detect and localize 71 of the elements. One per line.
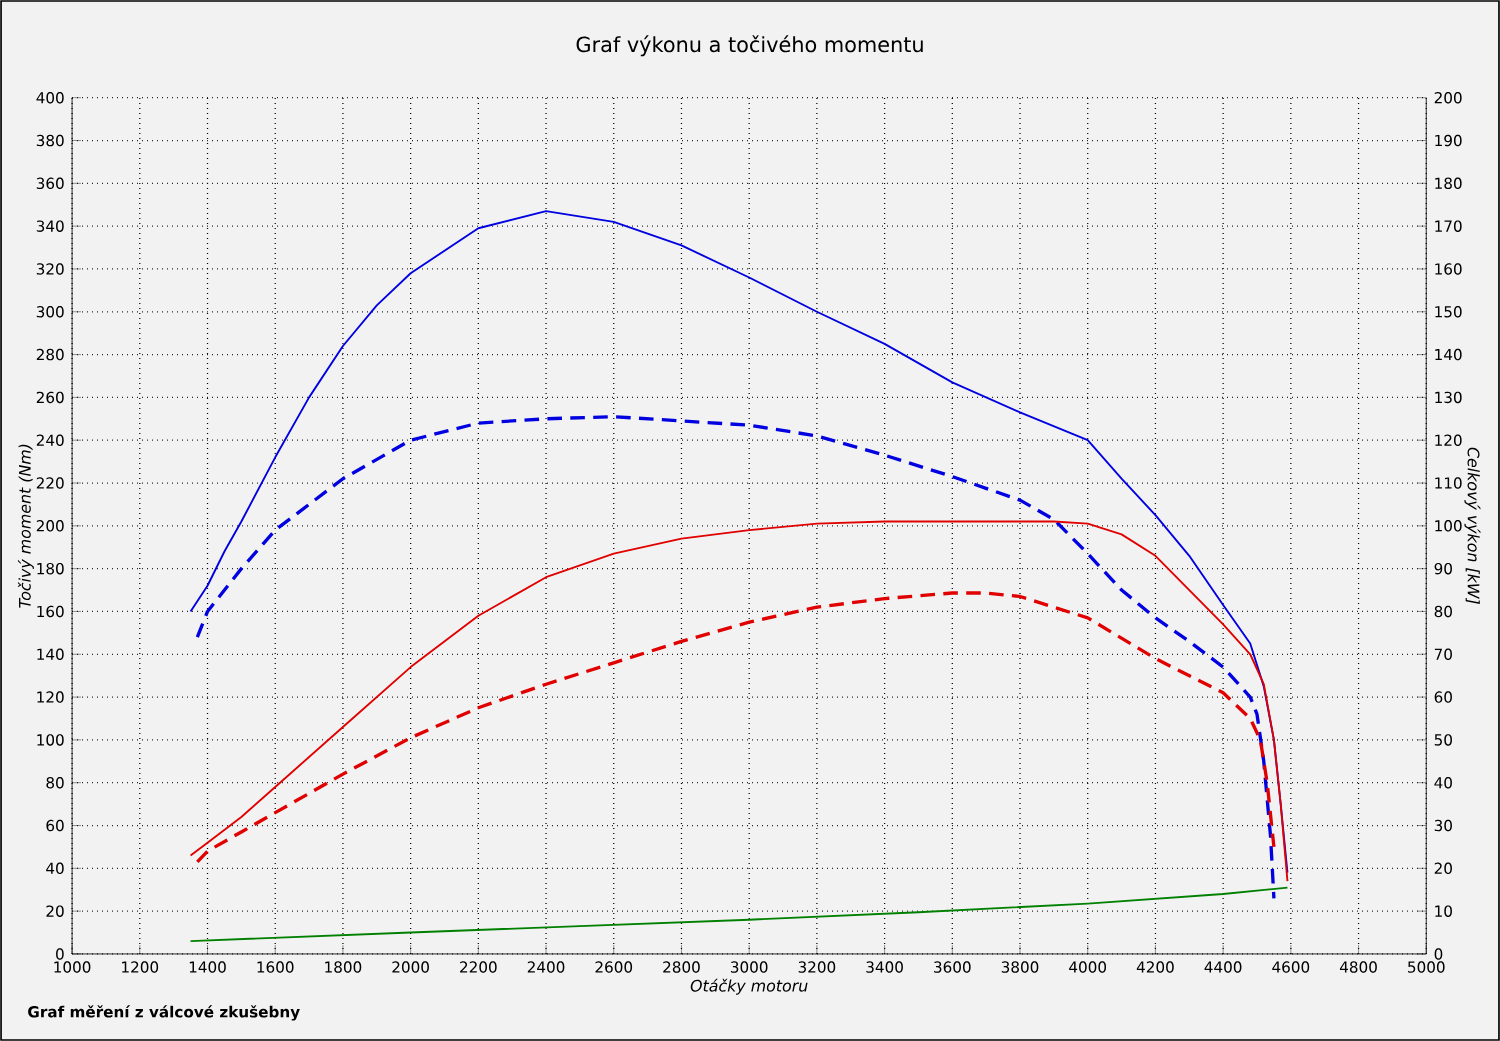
x-tick-label: 3400 (866, 961, 903, 973)
y-tick-label: 340 (36, 220, 64, 232)
x-tick-label: 4600 (1272, 961, 1310, 973)
y2-tick-label: 200 (1434, 91, 1462, 104)
y2-tick-label: 150 (1435, 306, 1462, 318)
y2-tick-label: 60 (1434, 691, 1452, 703)
x-tick-label: 2600 (595, 961, 633, 973)
x-tick-label: 4800 (1339, 961, 1377, 973)
chart-title: Graf výkonu a točivého momentu (576, 35, 923, 57)
x-tick-label: 1600 (257, 961, 294, 973)
y2-tick-label: 140 (1435, 348, 1462, 361)
y2-tick-label: 190 (1435, 134, 1462, 147)
y-tick-label: 320 (36, 263, 64, 275)
x-tick-label: 1200 (122, 961, 159, 973)
y2-tick-label: 120 (1435, 434, 1462, 446)
x-tick-label: 3800 (1001, 961, 1039, 973)
x-tick-label: 2200 (460, 961, 497, 973)
x-tick-label: 1400 (189, 961, 226, 973)
x-tick-label: 5000 (1408, 961, 1445, 973)
y2-tick-label: 100 (1435, 520, 1462, 532)
text: Graf měření z válcové zkušebny (28, 1005, 300, 1021)
x-tick-label: 1800 (325, 961, 362, 973)
y-tick-label: 200 (36, 520, 64, 532)
x-tick-label: 3000 (730, 961, 768, 973)
y2-tick-label: 20 (1434, 862, 1452, 875)
line-series (189, 210, 1289, 874)
y2-tick-label: 180 (1435, 177, 1462, 190)
y-tick-label: 180 (37, 562, 64, 575)
y-tick-label: 400 (36, 91, 64, 104)
y-tick-label: 140 (37, 648, 64, 661)
x-tick-label: 2800 (663, 961, 700, 973)
line-series (189, 886, 1289, 943)
y-tick-label: 40 (46, 862, 64, 875)
y-tick-label: 280 (36, 348, 64, 361)
x-tick-label: 2400 (527, 961, 565, 973)
y-tick-label: 220 (36, 477, 64, 489)
x-axis-title: Otáčky motoru (690, 978, 808, 995)
x-tick-label: 3200 (798, 961, 836, 973)
y2-tick-label: 0 (1434, 948, 1443, 960)
y-tick-label: 240 (36, 434, 64, 446)
y-tick-label: 100 (37, 734, 64, 746)
y-tick-label: 80 (46, 776, 64, 789)
y-tick-label: 160 (37, 605, 64, 618)
line-series (195, 591, 1276, 864)
y-tick-label: 20 (46, 905, 64, 917)
y2-tick-label: 40 (1434, 776, 1452, 789)
x-tick-label: 1000 (54, 961, 91, 973)
y2-tick-label: 10 (1435, 905, 1452, 917)
y2-tick-label: 110 (1435, 477, 1462, 489)
y2-tick-label: 170 (1435, 220, 1462, 232)
y2-tick-label: 90 (1434, 562, 1452, 575)
y-tick-label: 260 (36, 391, 64, 404)
x-tick-label: 3600 (934, 961, 971, 973)
y2-tick-label: 70 (1434, 648, 1452, 661)
y2-tick-label: 130 (1435, 391, 1462, 404)
y-axis-title: Točivý moment (Nm) (17, 444, 34, 608)
y-tick-label: 300 (36, 306, 64, 318)
x-tick-label: 4200 (1136, 961, 1174, 973)
y-tick-label: 360 (36, 177, 64, 190)
y-tick-label: 120 (37, 691, 64, 703)
x-tick-label: 4000 (1069, 961, 1107, 973)
y2-tick-label: 50 (1434, 734, 1452, 746)
y2-tick-label: 160 (1435, 263, 1462, 275)
x-tick-label: 2000 (392, 961, 429, 973)
x-tick-label: 4400 (1204, 961, 1242, 973)
y-tick-label: 0 (56, 948, 64, 960)
y-tick-label: 380 (36, 134, 64, 147)
y2-axis-title: Celkový výkon [kW] (1464, 447, 1481, 604)
y-tick-label: 60 (46, 819, 64, 832)
y2-tick-label: 30 (1434, 819, 1452, 832)
y2-tick-label: 80 (1434, 605, 1452, 618)
